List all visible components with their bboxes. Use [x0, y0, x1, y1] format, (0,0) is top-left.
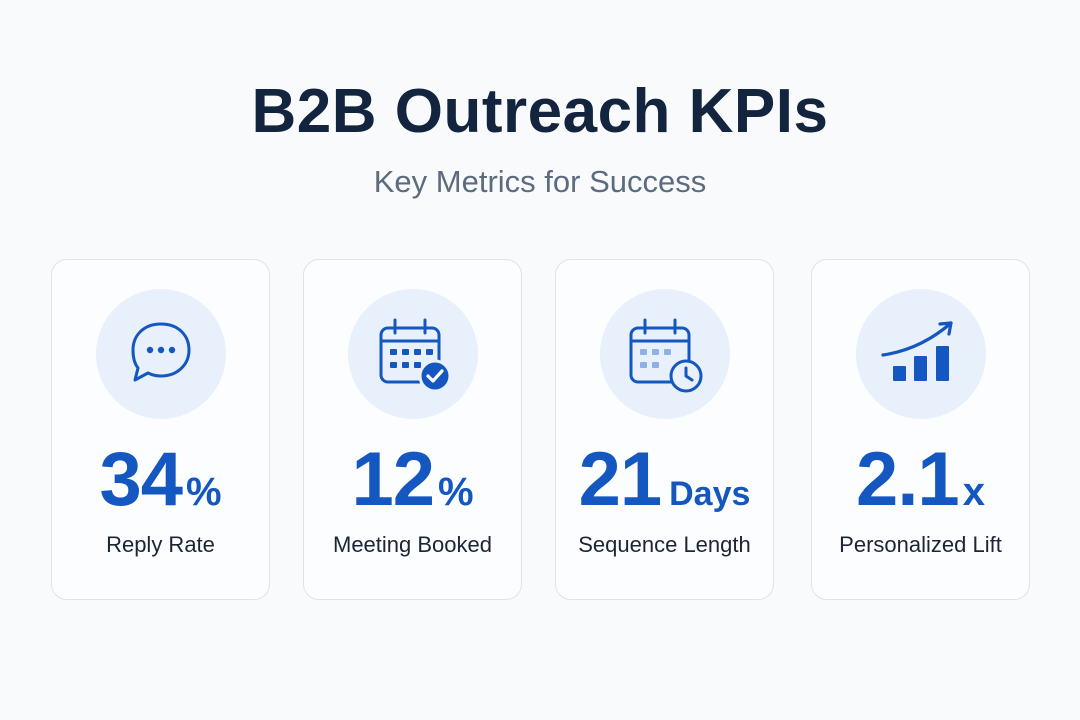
page-title: B2B Outreach KPIs: [251, 77, 829, 146]
kpi-label: Meeting Booked: [333, 532, 492, 557]
chat-bubble-icon: [95, 289, 226, 419]
kpi-label: Personalized Lift: [839, 532, 1002, 557]
growth-bar-chart-icon: [855, 289, 986, 419]
kpi-card-meeting-booked: 12% Meeting Booked: [303, 259, 522, 600]
calendar-check-icon: [347, 289, 478, 419]
kpi-label: Reply Rate: [106, 532, 215, 557]
kpi-card-personalized-lift: 2.1 x Personalized Lift: [811, 259, 1030, 600]
kpi-number: 34: [99, 437, 183, 522]
kpi-unit: Days: [669, 475, 751, 513]
kpi-label: Sequence Length: [578, 532, 751, 557]
kpi-unit: x: [962, 470, 985, 514]
kpi-number: 12: [351, 437, 435, 522]
kpi-unit: %: [437, 470, 474, 514]
kpi-value: 12%: [304, 436, 521, 523]
page-subtitle: Key Metrics for Success: [373, 164, 707, 199]
kpi-value: 34%: [52, 436, 269, 523]
kpi-value: 21 Days: [556, 436, 773, 523]
kpi-number: 2.1: [856, 437, 960, 522]
kpi-card-sequence-length: 21 Days Sequence Length: [555, 259, 774, 600]
kpi-card-reply-rate: 34% Reply Rate: [51, 259, 270, 600]
kpi-unit: %: [185, 470, 222, 514]
calendar-clock-icon: [599, 289, 730, 419]
kpi-number: 21: [578, 437, 663, 522]
kpi-value: 2.1 x: [812, 436, 1029, 523]
